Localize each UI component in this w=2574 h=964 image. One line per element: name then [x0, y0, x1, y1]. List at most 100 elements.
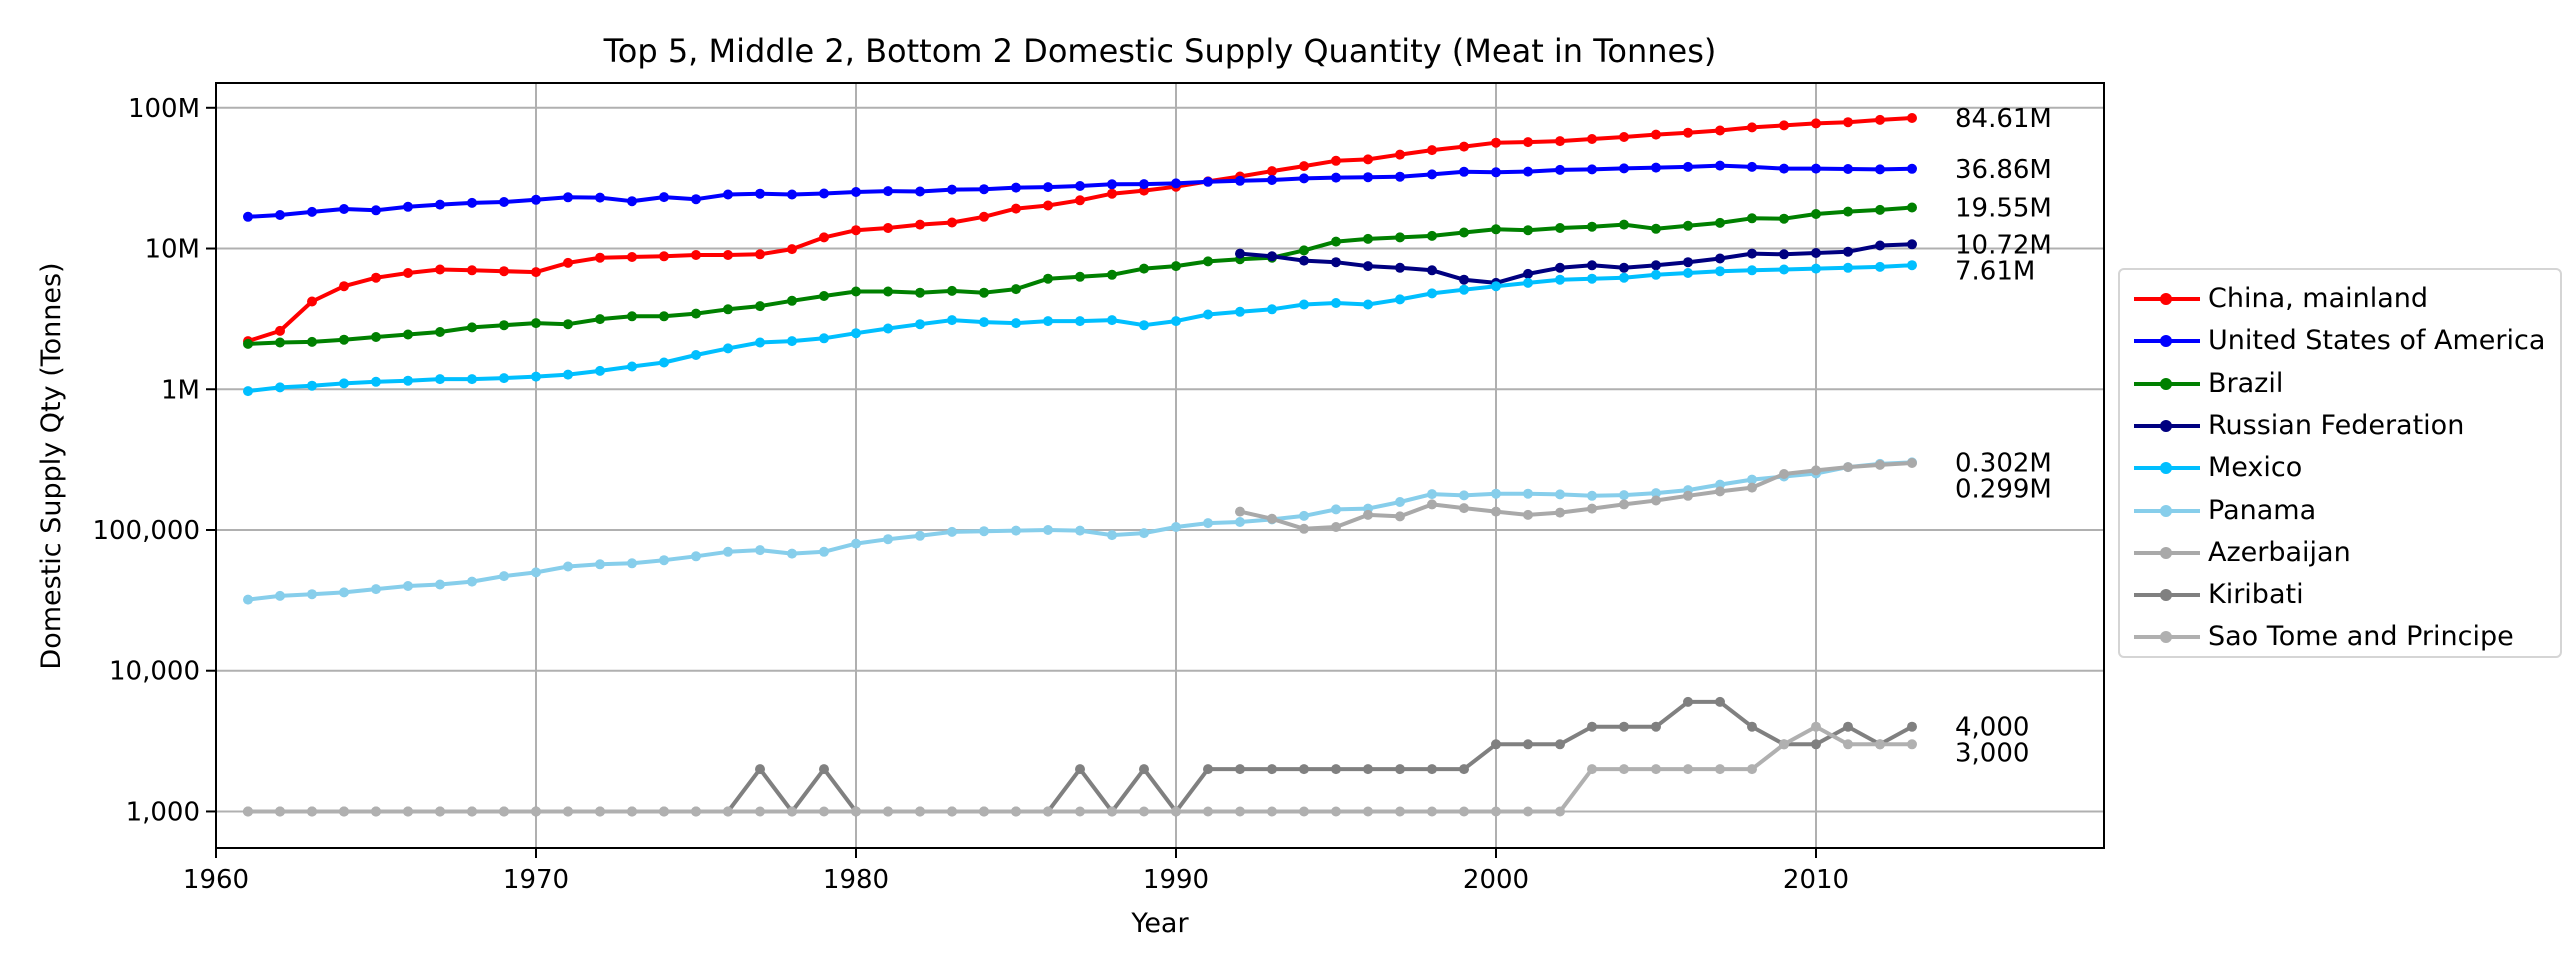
data-point	[1587, 764, 1597, 775]
end-value-label: 7.61M	[1955, 256, 2035, 286]
data-point	[723, 304, 733, 315]
data-point	[1075, 764, 1085, 775]
series-line	[248, 699, 1913, 814]
data-point	[723, 250, 733, 260]
data-point	[1139, 263, 1149, 274]
data-point	[1427, 806, 1437, 817]
data-point	[1363, 172, 1373, 183]
data-point	[467, 576, 477, 587]
data-point	[275, 337, 285, 348]
data-point	[1203, 806, 1213, 817]
data-point	[1299, 173, 1309, 184]
data-point	[1203, 764, 1213, 775]
data-point	[275, 210, 285, 220]
data-point	[1843, 246, 1853, 257]
data-point	[1619, 499, 1629, 510]
data-point	[1651, 269, 1661, 280]
data-point	[1555, 507, 1565, 518]
data-point	[1587, 134, 1597, 144]
data-point	[1811, 263, 1821, 274]
axis-ticks: 1960 1970 1980 1990 2000 2010 1,000 10,000 100,0…	[92, 94, 1849, 895]
data-point	[435, 264, 445, 275]
data-point	[1043, 273, 1053, 284]
data-point	[787, 806, 797, 817]
data-point	[1619, 132, 1629, 142]
data-point	[691, 551, 701, 562]
x-tick-label: 1980	[823, 865, 889, 895]
data-point	[755, 188, 765, 199]
data-point	[1747, 213, 1757, 224]
data-point	[275, 806, 285, 817]
data-point	[1011, 203, 1021, 214]
data-point	[467, 197, 477, 208]
data-point	[275, 325, 285, 336]
data-point	[1523, 739, 1533, 750]
data-point	[1171, 178, 1181, 189]
grid-lines	[216, 83, 2104, 848]
legend-label: China, mainland	[2208, 283, 2429, 314]
data-point	[1683, 764, 1693, 775]
data-point	[691, 308, 701, 319]
data-point	[1427, 489, 1437, 500]
data-point	[723, 806, 733, 817]
data-point	[1299, 764, 1309, 775]
legend-item: Azerbaijan	[2120, 532, 2560, 574]
data-point	[755, 249, 765, 260]
data-point	[755, 764, 765, 775]
data-point	[851, 286, 861, 297]
data-point	[1715, 764, 1725, 775]
data-point	[947, 526, 957, 537]
data-point	[851, 225, 861, 236]
data-point	[1203, 518, 1213, 529]
data-point	[307, 336, 317, 347]
y-tick-label: 100,000	[92, 516, 200, 546]
data-point	[1715, 696, 1725, 707]
data-point	[915, 319, 925, 330]
data-point	[691, 806, 701, 817]
data-point	[467, 322, 477, 333]
data-point	[1075, 525, 1085, 536]
data-point	[339, 281, 349, 292]
data-point	[979, 211, 989, 222]
data-point	[275, 590, 285, 601]
data-point	[1811, 248, 1821, 258]
data-point	[1331, 236, 1341, 247]
data-point	[1459, 274, 1469, 285]
series-line	[247, 263, 1913, 394]
data-point	[1619, 764, 1629, 775]
data-point	[1811, 465, 1821, 476]
data-point	[1747, 265, 1757, 276]
data-point	[435, 199, 445, 210]
data-point	[1107, 269, 1117, 280]
series-7	[243, 696, 1917, 817]
data-point	[627, 196, 637, 207]
data-point	[1299, 255, 1309, 266]
data-point	[1011, 318, 1021, 329]
data-point	[1907, 260, 1917, 271]
data-point	[1683, 127, 1693, 138]
data-point	[787, 548, 797, 559]
data-point	[563, 369, 573, 380]
data-point	[1811, 118, 1821, 129]
data-point	[1363, 764, 1373, 775]
data-point	[531, 194, 541, 205]
data-point	[1683, 268, 1693, 278]
data-point	[851, 538, 861, 549]
end-value-label: 4,000	[1955, 713, 2029, 743]
data-point	[1811, 739, 1821, 750]
x-tick-label: 1960	[183, 865, 249, 895]
data-point	[1203, 256, 1213, 267]
legend-label: Azerbaijan	[2208, 536, 2351, 568]
data-point	[627, 252, 637, 262]
data-point	[1331, 764, 1341, 775]
data-point	[1651, 162, 1661, 173]
data-point	[1075, 271, 1085, 282]
data-point	[1459, 490, 1469, 501]
data-point	[1203, 309, 1213, 320]
series-8	[243, 721, 1917, 817]
data-point	[659, 311, 669, 322]
data-point	[563, 561, 573, 572]
data-point	[1043, 182, 1053, 193]
data-point	[1779, 120, 1789, 131]
